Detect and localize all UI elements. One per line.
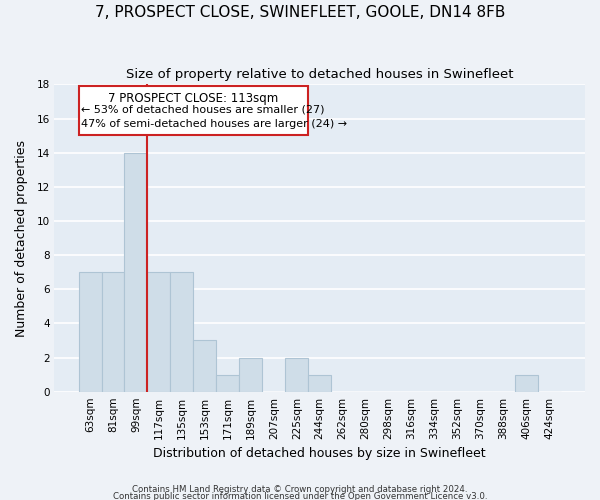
- X-axis label: Distribution of detached houses by size in Swinefleet: Distribution of detached houses by size …: [154, 447, 486, 460]
- Bar: [193, 340, 217, 392]
- Text: 7 PROSPECT CLOSE: 113sqm: 7 PROSPECT CLOSE: 113sqm: [108, 92, 278, 105]
- Bar: [101, 272, 124, 392]
- Text: 47% of semi-detached houses are larger (24) →: 47% of semi-detached houses are larger (…: [81, 118, 347, 128]
- Text: ← 53% of detached houses are smaller (27): ← 53% of detached houses are smaller (27…: [81, 105, 325, 115]
- Bar: [79, 272, 101, 392]
- Bar: [148, 272, 170, 392]
- Bar: [285, 358, 308, 392]
- Bar: [124, 152, 148, 392]
- FancyBboxPatch shape: [79, 86, 308, 135]
- Bar: [308, 374, 331, 392]
- Bar: [217, 374, 239, 392]
- Bar: [515, 374, 538, 392]
- Text: Contains public sector information licensed under the Open Government Licence v3: Contains public sector information licen…: [113, 492, 487, 500]
- Text: Contains HM Land Registry data © Crown copyright and database right 2024.: Contains HM Land Registry data © Crown c…: [132, 484, 468, 494]
- Text: 7, PROSPECT CLOSE, SWINEFLEET, GOOLE, DN14 8FB: 7, PROSPECT CLOSE, SWINEFLEET, GOOLE, DN…: [95, 5, 505, 20]
- Y-axis label: Number of detached properties: Number of detached properties: [15, 140, 28, 336]
- Bar: [239, 358, 262, 392]
- Title: Size of property relative to detached houses in Swinefleet: Size of property relative to detached ho…: [126, 68, 514, 80]
- Bar: [170, 272, 193, 392]
